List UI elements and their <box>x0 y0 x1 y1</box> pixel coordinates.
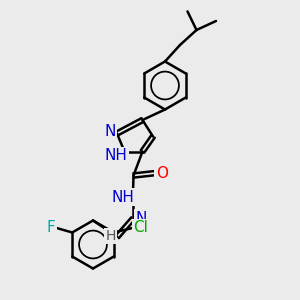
Text: F: F <box>47 220 56 236</box>
Text: NH: NH <box>112 190 135 205</box>
Text: H: H <box>106 229 116 243</box>
Text: Cl: Cl <box>133 220 148 236</box>
Text: O: O <box>156 166 168 181</box>
Text: NH: NH <box>105 148 128 164</box>
Text: N: N <box>136 211 147 226</box>
Text: N: N <box>105 124 116 139</box>
